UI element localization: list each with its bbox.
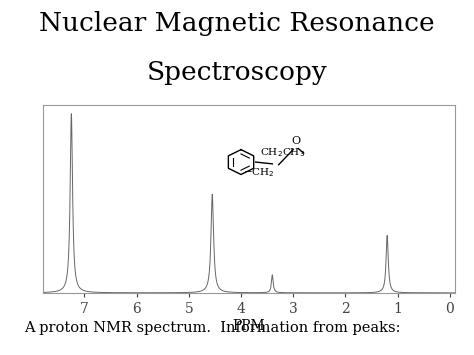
Text: Spectroscopy: Spectroscopy: [146, 60, 328, 85]
X-axis label: PPM: PPM: [233, 319, 265, 333]
Text: O: O: [291, 136, 301, 146]
Text: $-$CH$_2$: $-$CH$_2$: [243, 166, 275, 179]
Text: Nuclear Magnetic Resonance: Nuclear Magnetic Resonance: [39, 11, 435, 36]
Text: CH$_2$CH$_3$: CH$_2$CH$_3$: [260, 146, 305, 159]
Text: A proton NMR spectrum.  Information from peaks:: A proton NMR spectrum. Information from …: [24, 322, 400, 335]
